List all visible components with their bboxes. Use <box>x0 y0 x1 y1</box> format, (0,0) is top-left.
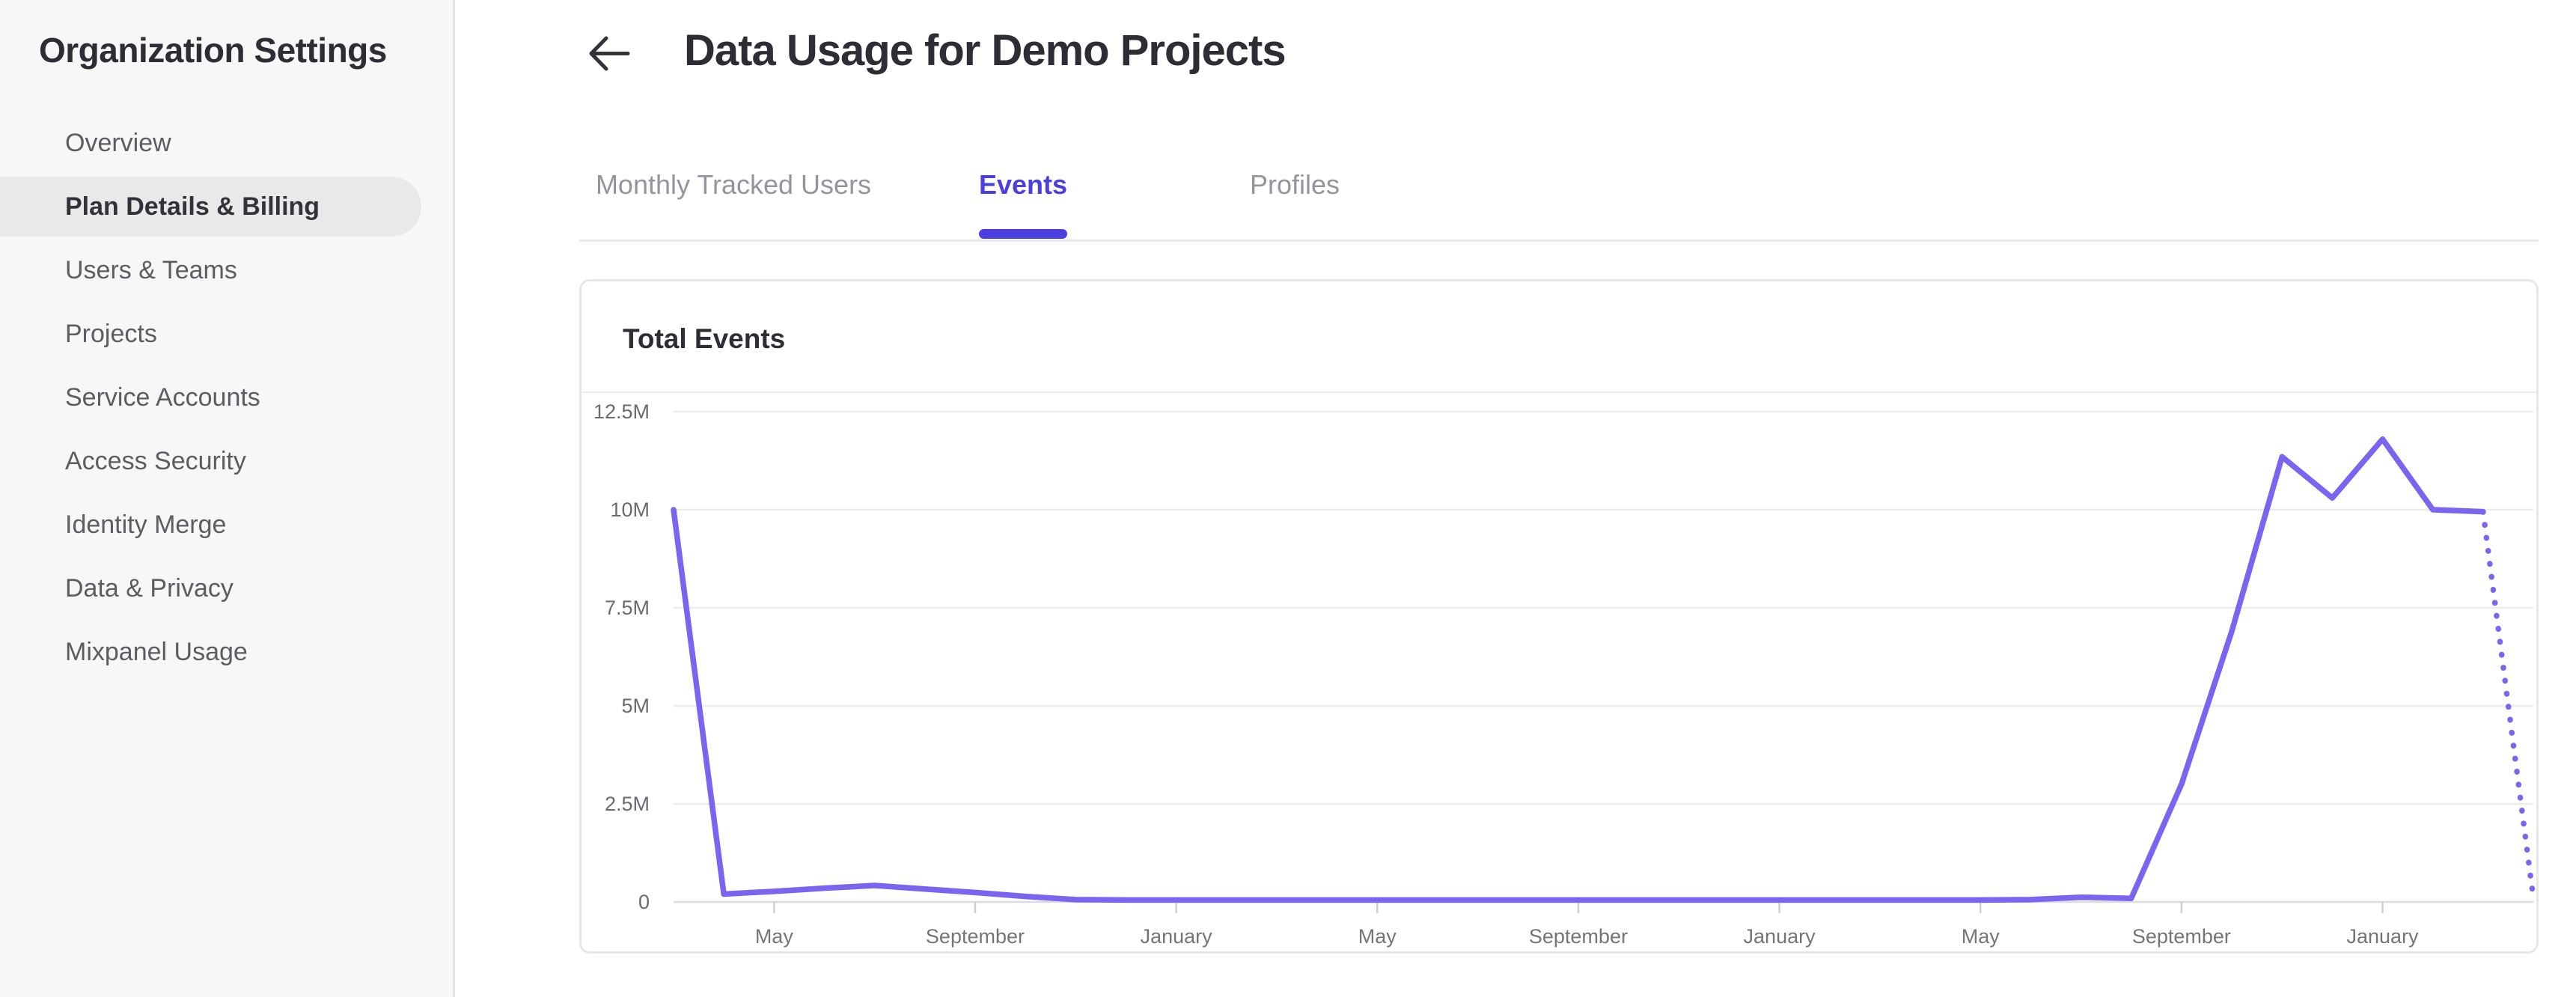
back-button[interactable] <box>585 30 633 78</box>
y-axis-label: 5M <box>621 695 650 717</box>
sidebar: Organization Settings Overview Plan Detai… <box>0 0 455 997</box>
back-arrow-icon <box>589 36 630 71</box>
y-axis-label: 12.5M <box>593 400 650 423</box>
tab-profiles[interactable]: Profiles <box>1249 169 1340 200</box>
sidebar-item-projects[interactable]: Projects <box>65 320 157 348</box>
sidebar-item-service-accounts[interactable]: Service Accounts <box>65 383 260 412</box>
card-title: Total Events <box>623 323 786 354</box>
y-axis-label: 10M <box>610 498 650 521</box>
total-events-line <box>671 436 2486 903</box>
sidebar-item-plan-details-billing[interactable]: Plan Details & Billing <box>0 177 421 237</box>
sidebar-item-mixpanel-usage[interactable]: Mixpanel Usage <box>65 638 248 666</box>
sidebar-item-users-teams[interactable]: Users & Teams <box>65 256 237 284</box>
tab-monthly-tracked-users[interactable]: Monthly Tracked Users <box>595 169 872 200</box>
y-axis-label: 0 <box>638 891 650 913</box>
x-axis-label: May <box>1962 925 2000 948</box>
x-axis-label: January <box>1744 925 1816 948</box>
sidebar-item-overview[interactable]: Overview <box>65 129 171 157</box>
x-axis-label: September <box>2132 925 2231 948</box>
x-axis-label: September <box>1529 925 1628 948</box>
x-axis-label: January <box>2346 925 2419 948</box>
y-axis-label: 7.5M <box>605 597 650 619</box>
sidebar-item-data-privacy[interactable]: Data & Privacy <box>65 574 234 603</box>
total-events-chart: 12.5M 10M 7.5M 5M 2.5M 0 May September January Ma… <box>593 400 2536 948</box>
sidebar-item-access-security[interactable]: Access Security <box>65 447 246 475</box>
usage-card: Total Events 12.5M 10M 7.5M 5M 2.5M 0 May Septe… <box>579 279 2539 954</box>
active-tab-underline <box>979 229 1067 239</box>
projected-dotted-line <box>2480 508 2536 901</box>
card-header-divider <box>582 391 2536 393</box>
sidebar-item-identity-merge[interactable]: Identity Merge <box>65 510 227 539</box>
sidebar-title: Organization Settings <box>39 31 387 70</box>
tab-events[interactable]: Events <box>978 169 1068 200</box>
x-axis-label: January <box>1141 925 1213 948</box>
page-title: Data Usage for Demo Projects <box>684 26 1287 75</box>
x-axis-label: September <box>926 925 1025 948</box>
x-axis-label: May <box>1358 925 1397 948</box>
y-axis-label: 2.5M <box>605 793 650 815</box>
tab-bar: Monthly Tracked Users Events Profiles <box>579 142 2539 242</box>
x-axis-label: May <box>755 925 794 948</box>
